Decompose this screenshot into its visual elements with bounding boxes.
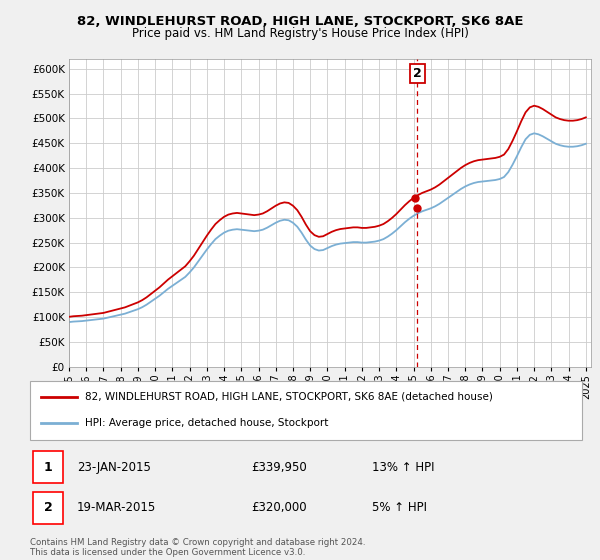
Text: 23-JAN-2015: 23-JAN-2015 (77, 461, 151, 474)
Text: £320,000: £320,000 (251, 501, 307, 515)
Text: 19-MAR-2015: 19-MAR-2015 (77, 501, 156, 515)
FancyBboxPatch shape (33, 451, 63, 483)
Text: Contains HM Land Registry data © Crown copyright and database right 2024.
This d: Contains HM Land Registry data © Crown c… (30, 538, 365, 557)
FancyBboxPatch shape (30, 381, 582, 440)
Text: 13% ↑ HPI: 13% ↑ HPI (372, 461, 435, 474)
Text: 82, WINDLEHURST ROAD, HIGH LANE, STOCKPORT, SK6 8AE (detached house): 82, WINDLEHURST ROAD, HIGH LANE, STOCKPO… (85, 391, 493, 402)
Text: 82, WINDLEHURST ROAD, HIGH LANE, STOCKPORT, SK6 8AE: 82, WINDLEHURST ROAD, HIGH LANE, STOCKPO… (77, 15, 523, 27)
Text: 2: 2 (44, 501, 52, 515)
Text: 1: 1 (44, 461, 52, 474)
Text: 5% ↑ HPI: 5% ↑ HPI (372, 501, 427, 515)
FancyBboxPatch shape (33, 492, 63, 524)
Text: 2: 2 (413, 67, 422, 80)
Text: HPI: Average price, detached house, Stockport: HPI: Average price, detached house, Stoc… (85, 418, 329, 428)
Text: £339,950: £339,950 (251, 461, 307, 474)
Text: Price paid vs. HM Land Registry's House Price Index (HPI): Price paid vs. HM Land Registry's House … (131, 27, 469, 40)
